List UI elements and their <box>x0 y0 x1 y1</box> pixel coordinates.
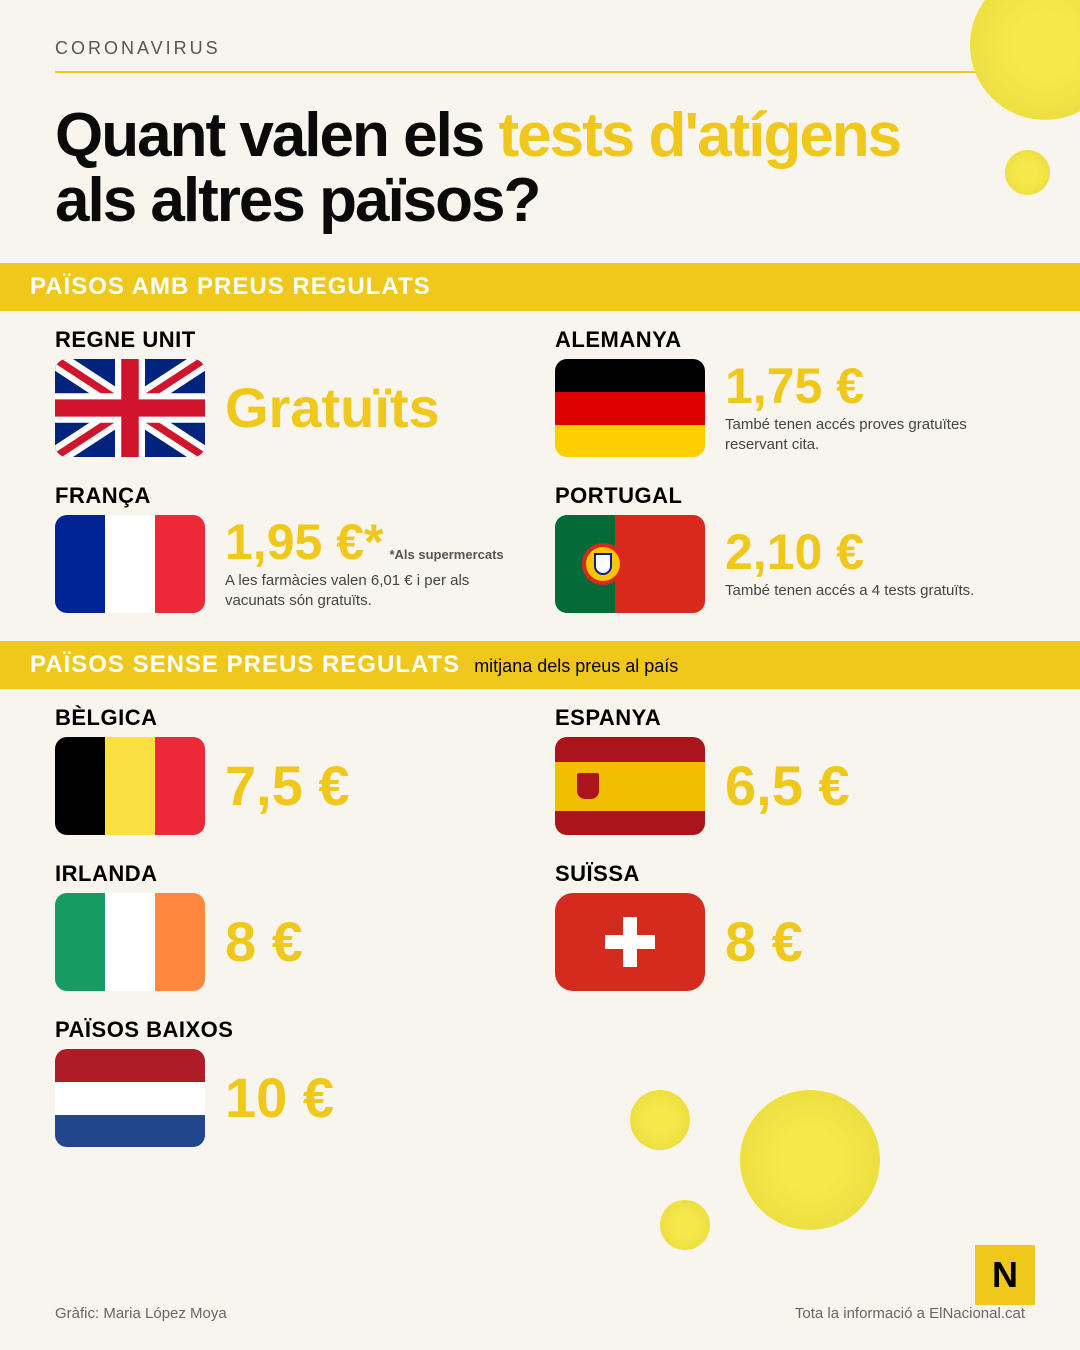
price: 8 € <box>225 914 303 970</box>
regulated-grid: REGNE UNIT Gratuïts ALEMANYA <box>0 311 1080 641</box>
price: Gratuïts <box>225 380 440 436</box>
flag-uk-icon <box>55 359 205 457</box>
country-be: BÈLGICA 7,5 € <box>55 705 525 835</box>
virus-icon <box>740 1090 880 1230</box>
logo-letter: N <box>992 1254 1018 1296</box>
country-name: SUÏSSA <box>555 861 1025 887</box>
price: 1,75 € <box>725 361 975 411</box>
flag-fr-icon <box>55 515 205 613</box>
title-accent: tests d'atígens <box>499 101 901 170</box>
price: 7,5 € <box>225 758 350 814</box>
price: 6,5 € <box>725 758 850 814</box>
flag-nl-icon <box>55 1049 205 1147</box>
section-title: PAÏSOS AMB PREUS REGULATS <box>30 273 431 301</box>
country-name: PORTUGAL <box>555 483 1025 509</box>
category-label: CORONAVIRUS <box>0 0 1080 71</box>
flag-ch-icon <box>555 893 705 991</box>
country-name: REGNE UNIT <box>55 327 525 353</box>
subtext: També tenen accés a 4 tests gratuïts. <box>725 581 974 601</box>
country-name: PAÏSOS BAIXOS <box>55 1017 525 1043</box>
country-name: ALEMANYA <box>555 327 1025 353</box>
flag-be-icon <box>55 737 205 835</box>
subtext: També tenen accés proves gratuïtes reser… <box>725 415 975 456</box>
page-title: Quant valen els tests d'atígens als altr… <box>0 73 1080 263</box>
price-note: *Als supermercats <box>389 547 503 562</box>
source: Tota la informació a ElNacional.cat <box>795 1305 1025 1322</box>
country-name: ESPANYA <box>555 705 1025 731</box>
section-header-regulated: PAÏSOS AMB PREUS REGULATS <box>0 263 1080 311</box>
publisher-logo-icon: N <box>975 1245 1035 1305</box>
country-nl: PAÏSOS BAIXOS 10 € <box>55 1017 525 1147</box>
flag-es-icon <box>555 737 705 835</box>
country-ie: IRLANDA 8 € <box>55 861 525 991</box>
country-es: ESPANYA 6,5 € <box>555 705 1025 835</box>
subtext: A les farmàcies valen 6,01 € i per als v… <box>225 571 475 612</box>
country-fr: FRANÇA 1,95 €* *Als supermercats A les f… <box>55 483 525 613</box>
country-uk: REGNE UNIT Gratuïts <box>55 327 525 457</box>
section-header-unregulated: PAÏSOS SENSE PREUS REGULATS mitjana dels… <box>0 641 1080 689</box>
price: 8 € <box>725 914 803 970</box>
country-name: FRANÇA <box>55 483 525 509</box>
flag-de-icon <box>555 359 705 457</box>
country-de: ALEMANYA 1,75 € També tenen accés proves… <box>555 327 1025 457</box>
virus-icon <box>1005 150 1050 195</box>
title-part: Quant valen els <box>55 101 499 170</box>
virus-icon <box>630 1090 690 1150</box>
flag-ie-icon <box>55 893 205 991</box>
flag-pt-icon <box>555 515 705 613</box>
country-name: BÈLGICA <box>55 705 525 731</box>
footer: Gràfic: Maria López Moya Tota la informa… <box>0 1305 1080 1322</box>
country-ch: SUÏSSA 8 € <box>555 861 1025 991</box>
virus-icon <box>660 1200 710 1250</box>
title-part: als altres països? <box>55 166 539 235</box>
price: 10 € <box>225 1070 334 1126</box>
section-subtitle: mitjana dels preus al país <box>474 656 678 677</box>
country-pt: PORTUGAL 2,10 € També tenen accés a 4 te… <box>555 483 1025 613</box>
price: 1,95 €* <box>225 517 383 567</box>
credit: Gràfic: Maria López Moya <box>55 1305 227 1322</box>
price: 2,10 € <box>725 527 974 577</box>
country-name: IRLANDA <box>55 861 525 887</box>
unregulated-grid: BÈLGICA 7,5 € ESPANYA 6,5 € IRLANDA <box>0 689 1080 1175</box>
section-title: PAÏSOS SENSE PREUS REGULATS <box>30 651 460 679</box>
